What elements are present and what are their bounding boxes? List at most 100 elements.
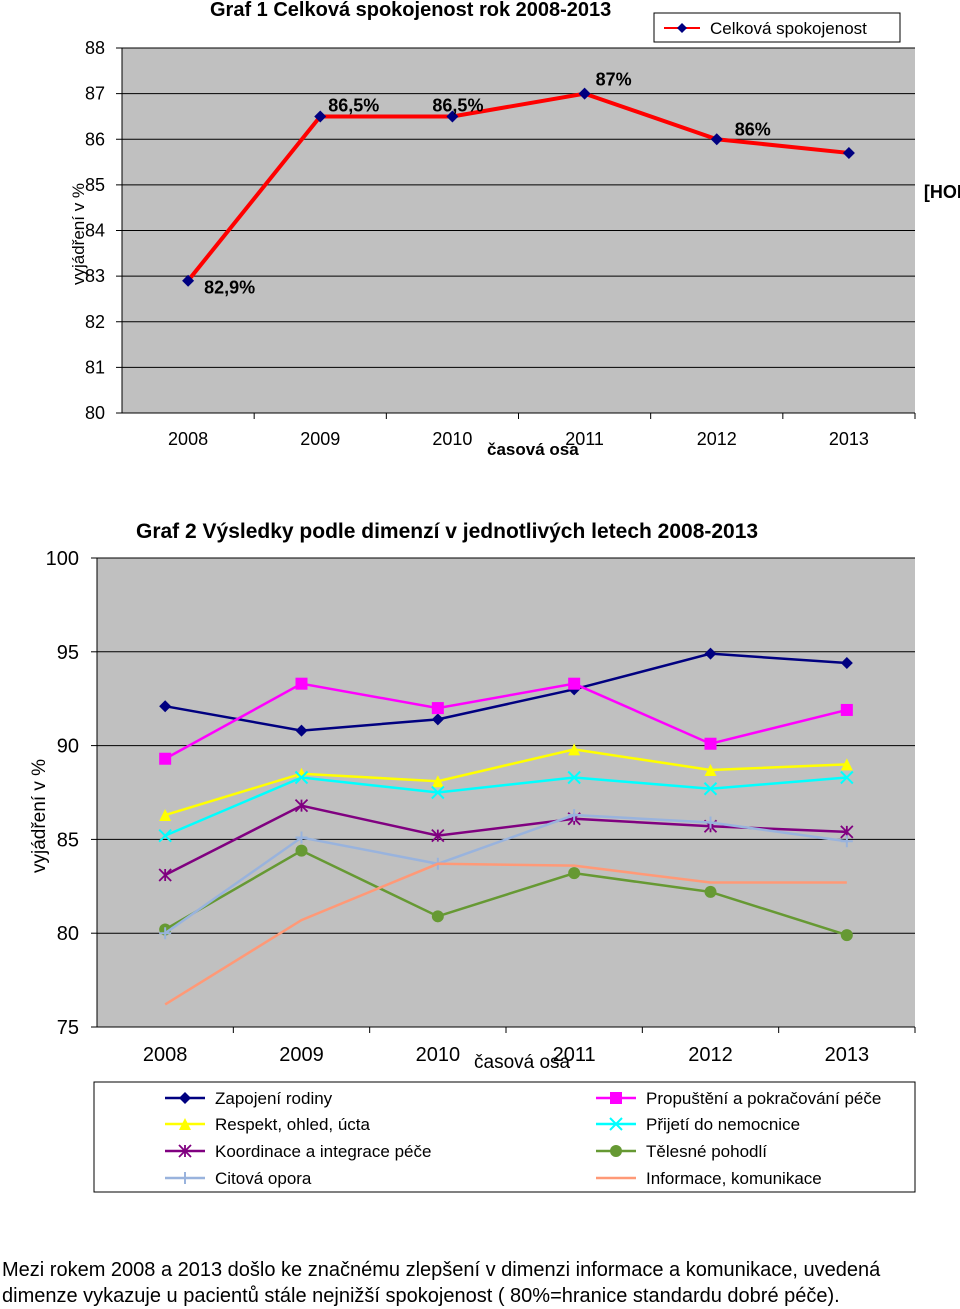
chart-1-x-axis-title: časová osa: [487, 440, 579, 459]
data-point: [295, 844, 308, 857]
chart-2-x-axis-title: časová osa: [474, 1052, 571, 1073]
x-tick-label: 2013: [825, 1044, 870, 1066]
data-point: [431, 702, 444, 715]
series-line: [164, 682, 848, 760]
legend-marker-icon: [610, 1092, 622, 1104]
y-tick-label: 88: [85, 38, 105, 58]
data-point: [294, 770, 309, 785]
series-Informace, komunikace: [164, 862, 847, 1006]
x-tick-label: 2011: [565, 429, 604, 449]
chart-2-series: [158, 647, 854, 1006]
data-point: [314, 110, 327, 123]
data-point: [840, 770, 854, 785]
legend-label: Zapojení rodiny: [215, 1089, 333, 1108]
y-tick-label: 85: [85, 175, 105, 195]
chart-1-y-axis-title: vyjádření v %: [69, 183, 88, 285]
series-line: [164, 804, 847, 877]
y-tick-label: 75: [57, 1017, 79, 1039]
y-tick-label: 82: [85, 312, 105, 332]
data-point: [295, 677, 308, 690]
legend-item: Informace, komunikace: [596, 1169, 822, 1188]
legend-label: Respekt, ohled, úcta: [215, 1115, 371, 1134]
data-point: [704, 885, 717, 898]
chart-1-series: 82,9% 86,5% 86,5% 87% 86% [HODNOTA] %: [182, 70, 960, 298]
y-tick-label: 85: [57, 829, 79, 851]
data-point: [446, 110, 459, 123]
data-point: [431, 829, 445, 843]
y-tick-label: 80: [57, 923, 79, 945]
legend-marker-icon: [609, 1117, 623, 1131]
y-tick-label: 84: [85, 221, 105, 241]
chart-1-legend-label: Celková spokojenost: [710, 19, 867, 38]
data-point: [159, 700, 172, 713]
legend-marker-icon: [179, 1172, 191, 1184]
y-tick-label: 87: [85, 84, 105, 104]
data-point: [158, 828, 172, 843]
data-point: [578, 87, 591, 100]
legend-label: Informace, komunikace: [646, 1169, 822, 1188]
data-point: [158, 868, 172, 882]
y-tick-label: 100: [46, 548, 79, 570]
data-label: 87%: [596, 70, 632, 90]
series-Tělesné pohodlí: [159, 844, 853, 942]
data-point: [431, 785, 445, 800]
data-label: [HODNOTA] %: [924, 182, 960, 202]
x-tick-label: 2012: [688, 1044, 733, 1066]
series-Zapojení rodiny: [159, 647, 853, 737]
chart-1: Graf 1 Celková spokojenost rok 2008-2013…: [69, 0, 960, 459]
data-point: [568, 677, 581, 690]
data-label: 82,9%: [204, 278, 255, 298]
data-point: [704, 816, 717, 829]
chart-1-title: Graf 1 Celková spokojenost rok 2008-2013: [210, 0, 611, 21]
legend-label: Koordinace a integrace péče: [215, 1142, 431, 1161]
data-point: [840, 758, 853, 771]
data-point: [842, 146, 855, 159]
caption-text: Mezi rokem 2008 a 2013 došlo ke značnému…: [2, 1259, 881, 1307]
series-line: [164, 652, 847, 732]
y-tick-label: 90: [57, 736, 79, 758]
legend-marker-icon: [178, 1144, 192, 1158]
series-Přijetí do nemocnice: [158, 770, 854, 843]
y-tick-label: 81: [85, 357, 105, 377]
data-point: [431, 910, 444, 923]
y-tick-label: 83: [85, 266, 105, 286]
data-point: [431, 775, 444, 788]
x-tick-label: 2008: [168, 429, 208, 449]
legend-diamond-marker-icon: [677, 23, 687, 33]
legend-item: Přijetí do nemocnice: [596, 1115, 800, 1134]
chart-1-legend: Celková spokojenost: [653, 12, 901, 43]
series-line: [164, 748, 847, 817]
data-point: [159, 927, 172, 940]
series-line: [186, 91, 850, 282]
chart-2-title: Graf 2 Výsledky podle dimenzí v jednotli…: [136, 520, 758, 543]
data-point: [568, 743, 581, 756]
chart-2: Graf 2 Výsledky podle dimenzí v jednotli…: [29, 520, 916, 1193]
legend-label: Tělesné pohodlí: [646, 1142, 767, 1161]
x-tick-label: 2011: [553, 1044, 596, 1066]
x-tick-label: 2008: [143, 1044, 188, 1066]
chart-1-axis: 80 81 82 83 84 85 86 87 88 2008 2009 2010 2011 2012 20…: [85, 38, 916, 449]
data-point: [295, 831, 308, 844]
x-tick-label: 2012: [697, 429, 737, 449]
data-point: [295, 724, 308, 737]
legend-item: Zapojení rodiny: [165, 1089, 333, 1108]
chart-2-plot-area: [97, 558, 915, 1027]
x-tick-label: 2009: [300, 429, 340, 449]
data-point: [704, 647, 717, 660]
y-tick-label: 86: [85, 129, 105, 149]
x-tick-label: 2009: [279, 1044, 324, 1066]
data-label: 86,5%: [432, 95, 483, 115]
series-line: [164, 776, 847, 837]
data-point: [182, 274, 195, 287]
data-point: [294, 798, 309, 813]
legend-marker-icon: [610, 1145, 622, 1157]
legend-label: Přijetí do nemocnice: [646, 1115, 800, 1134]
data-point: [568, 809, 581, 822]
series-line: [164, 862, 847, 1006]
legend-item: Respekt, ohled, úcta: [165, 1115, 371, 1134]
series-line: [164, 849, 848, 937]
data-label: 86%: [735, 119, 771, 139]
data-label: 86,5%: [328, 95, 379, 115]
x-tick-label: 2010: [432, 429, 472, 449]
data-point: [159, 809, 172, 822]
